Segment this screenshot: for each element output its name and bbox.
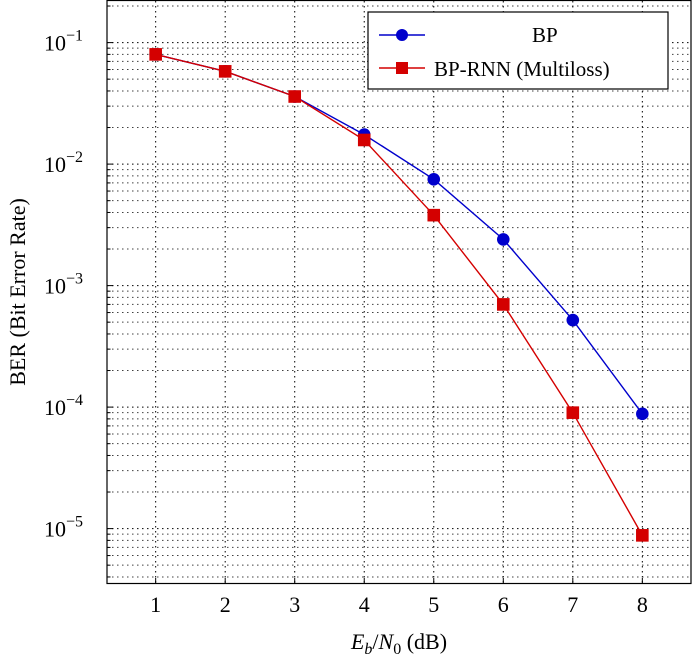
legend-box — [367, 11, 669, 90]
series-line-bp — [155, 53, 643, 415]
x-axis-label-n: N — [378, 629, 395, 654]
x-tick-label: 4 — [359, 592, 370, 617]
x-tick-label: 8 — [637, 592, 648, 617]
data-point-bp-rnn-multiloss — [496, 298, 510, 311]
data-point-bp-rnn-multiloss — [218, 65, 232, 78]
x-tick-label: 5 — [428, 592, 439, 617]
y-tick-label: 10−2 — [44, 149, 83, 177]
series — [149, 48, 649, 542]
grid — [107, 1, 691, 584]
data-point-bp-rnn-multiloss — [357, 133, 371, 147]
x-axis-ticks: 1 2 3 4 5 6 7 8 — [150, 578, 648, 617]
x-tick-label: 2 — [220, 592, 231, 617]
y-axis-ticks: 10−1 10−2 10−3 10−4 10−5 — [44, 5, 113, 578]
y-axis-label: BER (Bit Error Rate) — [5, 198, 30, 386]
legend: BP BP-RNN (Multiloss) — [367, 11, 669, 90]
x-axis-label-slash: / — [372, 629, 379, 654]
x-tick-label: 1 — [150, 592, 161, 617]
data-point-bp-rnn-multiloss — [149, 48, 162, 61]
x-axis-label-sub-0: 0 — [393, 641, 401, 658]
legend-marker-bp — [396, 29, 408, 41]
data-point-bp — [636, 407, 649, 421]
data-point-bp-rnn-multiloss — [427, 208, 441, 222]
data-point-bp-rnn-multiloss — [288, 90, 302, 103]
data-point-bp — [496, 233, 510, 246]
data-point-bp — [566, 313, 580, 327]
x-axis-label-unit: (dB) — [401, 629, 447, 654]
x-axis-label: Eb/N0 (dB) — [350, 629, 447, 658]
y-tick-label: 10−1 — [44, 28, 83, 56]
y-tick-label: 10−3 — [44, 271, 83, 299]
y-tick-label: 10−5 — [44, 514, 83, 542]
data-point-bp-rnn-multiloss — [636, 529, 649, 542]
data-point-bp-rnn-multiloss — [566, 406, 580, 419]
x-axis-label-sub-b: b — [364, 641, 372, 658]
plot-area-frame — [106, 0, 692, 585]
x-tick-label: 3 — [289, 592, 300, 617]
x-tick-label: 6 — [498, 592, 509, 617]
legend-marker-bp-rnn — [396, 62, 408, 74]
x-tick-label: 7 — [567, 592, 578, 617]
legend-label-bp: BP — [532, 23, 558, 47]
legend-label-bp-rnn: BP-RNN (Multiloss) — [434, 57, 610, 81]
y-tick-label: 10−4 — [44, 392, 83, 420]
series-line-bp-rnn-multiloss — [155, 53, 643, 536]
x-axis-label-e: E — [350, 629, 365, 654]
data-point-bp — [427, 172, 441, 186]
